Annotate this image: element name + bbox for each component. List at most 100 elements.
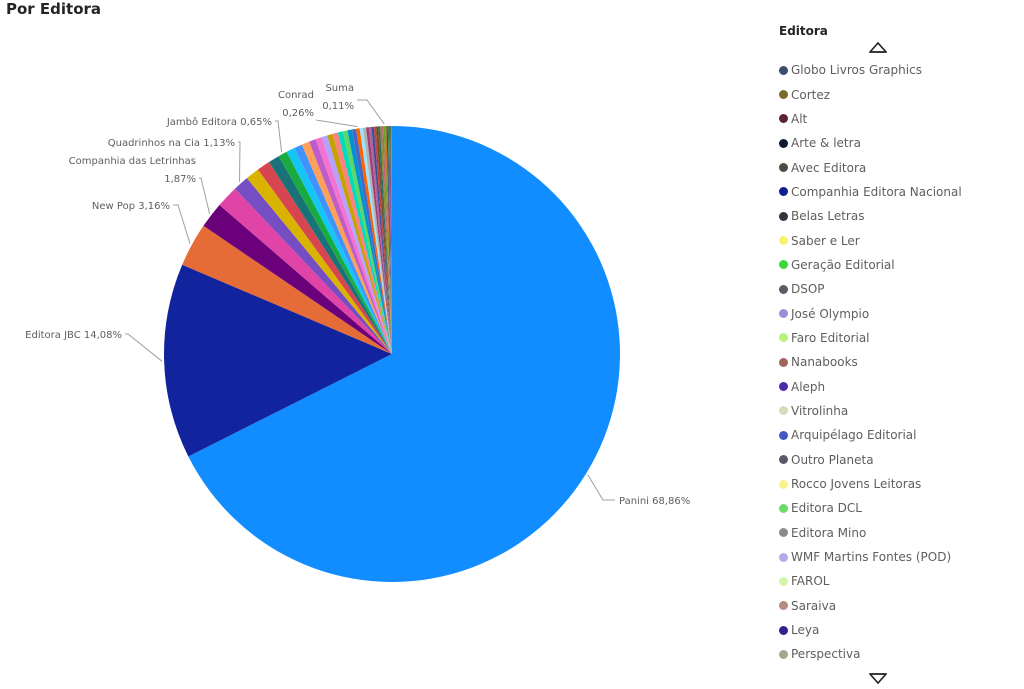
pie-slice[interactable] — [366, 127, 392, 355]
slice-label-line: 0,11% — [322, 101, 354, 112]
legend-item[interactable]: Leya — [779, 618, 962, 642]
pie-slice[interactable] — [182, 225, 392, 354]
legend-item[interactable]: Aleph — [779, 374, 962, 398]
legend-item[interactable]: Geração Editorial — [779, 253, 962, 277]
pie-slice[interactable] — [203, 204, 392, 354]
legend-label: Aleph — [791, 379, 826, 394]
legend-label: Faro Editorial — [791, 330, 870, 345]
legend-label: WMF Martins Fontes (POD) — [791, 550, 952, 565]
slice-label: Companhia das Letrinhas 1,87% — [69, 156, 196, 185]
slice-label-line: 1,87% — [164, 174, 196, 185]
pie-slice[interactable] — [315, 137, 392, 354]
pie-slice[interactable] — [388, 126, 392, 354]
legend-item[interactable]: Alt — [779, 107, 962, 131]
legend-item[interactable]: Belas Letras — [779, 204, 962, 228]
slice-label: Suma 0,11% — [322, 83, 354, 112]
legend-marker-icon — [779, 382, 788, 392]
legend-item[interactable]: Avec Editora — [779, 155, 962, 179]
legend-item[interactable]: Cortez — [779, 82, 962, 106]
pie-slice[interactable] — [362, 127, 392, 354]
pie-slices — [164, 125, 621, 583]
pie-slice[interactable] — [246, 169, 392, 354]
legend-item[interactable]: WMF Martins Fontes (POD) — [779, 545, 962, 569]
pie-slice[interactable] — [164, 264, 392, 457]
pie-slice[interactable] — [383, 126, 392, 354]
legend-marker-icon — [779, 236, 788, 246]
legend-item[interactable]: José Olympio — [779, 301, 962, 325]
chart-title: Por Editora — [6, 0, 102, 18]
pie-slice[interactable] — [386, 126, 392, 354]
legend-label: Saber e Ler — [791, 233, 860, 248]
legend-item[interactable]: Rocco Jovens Leitoras — [779, 472, 962, 496]
pie-slice[interactable] — [347, 129, 392, 354]
legend-marker-icon — [779, 430, 788, 440]
legend-label: Rocco Jovens Leitoras — [791, 477, 922, 492]
legend-item[interactable]: Perspectiva — [779, 642, 962, 666]
pie-slice[interactable] — [327, 133, 392, 354]
legend-marker-icon — [779, 406, 788, 416]
legend-label: Cortez — [791, 87, 831, 102]
legend-marker-icon — [779, 138, 788, 148]
legend-item[interactable]: Nanabooks — [779, 350, 962, 374]
legend-marker-icon — [779, 211, 788, 221]
legend-item[interactable]: Editora Mino — [779, 521, 962, 545]
pie-slice[interactable] — [385, 126, 392, 354]
pie-slice[interactable] — [368, 126, 392, 354]
leader-line — [238, 141, 241, 182]
pie-slice[interactable] — [234, 178, 392, 354]
pie-slice[interactable] — [188, 126, 621, 583]
legend-marker-icon — [779, 479, 788, 489]
legend-item[interactable]: Saraiva — [779, 594, 962, 618]
pie-slice[interactable] — [269, 156, 392, 354]
legend-marker-icon — [779, 649, 788, 659]
legend-marker-icon — [779, 576, 788, 586]
pie-slice[interactable] — [380, 126, 392, 354]
legend-item[interactable]: DSOP — [779, 277, 962, 301]
legend-scroll-up-icon[interactable] — [869, 40, 887, 54]
legend-item[interactable]: Arte & letra — [779, 131, 962, 155]
legend-item[interactable]: Outro Planeta — [779, 448, 962, 472]
legend-label: Companhia Editora Nacional — [791, 184, 962, 199]
legend-item[interactable]: Companhia Editora Nacional — [779, 180, 962, 204]
legend-item[interactable]: FAROL — [779, 569, 962, 593]
legend-label: DSOP — [791, 282, 825, 297]
legend-item[interactable]: Editora DCL — [779, 496, 962, 520]
pie-slice[interactable] — [391, 125, 392, 354]
legend-item[interactable]: Faro Editorial — [779, 326, 962, 350]
pie-slice[interactable] — [351, 128, 392, 354]
legend-marker-icon — [779, 114, 788, 124]
pie-slice[interactable] — [356, 128, 392, 354]
pie-slice[interactable] — [301, 141, 392, 354]
slice-labels: Panini 68,86% Editora JBC 14,08% New Pop 3… — [25, 83, 690, 507]
pie-slice[interactable] — [373, 126, 392, 354]
pie-slice[interactable] — [387, 126, 392, 355]
leader-line — [125, 333, 163, 362]
legend-marker-icon — [779, 601, 788, 611]
legend-label: Arquipélago Editorial — [791, 428, 917, 443]
pie-slice[interactable] — [359, 127, 392, 354]
pie-slice[interactable] — [342, 130, 392, 354]
pie-slice[interactable] — [257, 162, 392, 354]
pie-slice[interactable] — [390, 126, 392, 354]
pie-slice[interactable] — [309, 139, 392, 354]
legend-item[interactable]: Vitrolinha — [779, 399, 962, 423]
legend-scroll-down-icon[interactable] — [869, 672, 887, 686]
pie-slice[interactable] — [332, 132, 392, 354]
pie-slice[interactable] — [371, 126, 392, 354]
legend-item[interactable]: Globo Livros Graphics — [779, 58, 962, 82]
pie-slice[interactable] — [378, 126, 392, 354]
pie-slice[interactable] — [286, 147, 392, 354]
legend-title: Editora — [779, 24, 828, 38]
legend-marker-icon — [779, 65, 788, 75]
legend-marker-icon — [779, 90, 788, 100]
legend-label: FAROL — [791, 574, 830, 589]
pie-slice[interactable] — [219, 188, 392, 354]
pie-slice[interactable] — [381, 126, 392, 354]
legend-item[interactable]: Arquipélago Editorial — [779, 423, 962, 447]
pie-slice[interactable] — [278, 151, 392, 354]
pie-slice[interactable] — [294, 144, 392, 354]
legend-item[interactable]: Saber e Ler — [779, 228, 962, 252]
pie-slice[interactable] — [375, 126, 392, 354]
pie-slice[interactable] — [321, 135, 392, 354]
pie-slice[interactable] — [337, 131, 392, 354]
